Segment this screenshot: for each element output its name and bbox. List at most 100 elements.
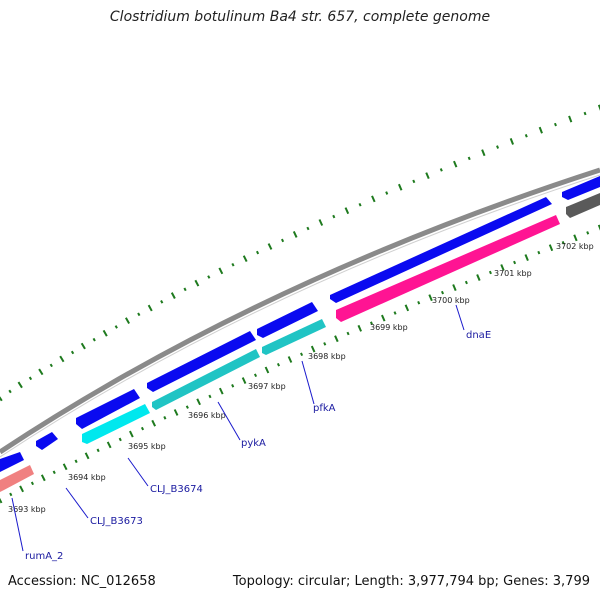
tick-label: 3694 kbp xyxy=(68,473,106,482)
skew-dot xyxy=(30,481,35,486)
tick-label: 3696 kbp xyxy=(188,411,226,420)
skew-dot xyxy=(114,325,118,329)
cds-forward-4 xyxy=(147,331,256,392)
skew-dot xyxy=(241,377,247,384)
skew-dot xyxy=(439,168,443,172)
tick-label: 3700 kbp xyxy=(432,296,470,305)
gene-leader-line xyxy=(455,304,465,331)
skew-dot xyxy=(369,321,374,325)
tick-label: 3701 kbp xyxy=(494,269,532,278)
skew-dot xyxy=(218,267,224,275)
skew-dot xyxy=(255,250,260,255)
gene-label-pfka: pfkA xyxy=(313,403,336,414)
skew-dot xyxy=(147,304,153,312)
skew-dot xyxy=(96,448,100,453)
skew-dot xyxy=(524,254,529,261)
skew-dot xyxy=(102,329,108,337)
skew-dot xyxy=(125,317,130,324)
tick-label: 3699 kbp xyxy=(370,323,408,332)
skew-dot xyxy=(218,387,224,395)
skew-dot xyxy=(185,405,189,409)
skew-dot xyxy=(242,255,248,263)
skew-dot xyxy=(281,238,285,243)
gene-leader-line xyxy=(11,497,24,552)
skew-dot xyxy=(393,311,397,315)
skew-dot xyxy=(59,355,65,363)
skew-dot xyxy=(74,459,78,464)
skew-dot xyxy=(264,366,270,374)
skew-dot xyxy=(586,231,590,235)
skew-dot xyxy=(538,126,543,134)
cds-cyan-3674 xyxy=(82,404,150,444)
skew-dot xyxy=(38,368,44,376)
skew-dot xyxy=(371,195,376,203)
skew-dot xyxy=(537,250,541,255)
skew-dot xyxy=(19,485,24,493)
skew-dot xyxy=(118,437,122,442)
skew-dot xyxy=(488,270,492,275)
skew-dot xyxy=(318,219,324,226)
skew-dot xyxy=(163,416,167,420)
skew-dot xyxy=(253,373,258,378)
skew-dot xyxy=(358,202,362,207)
backbone-inner xyxy=(0,174,600,458)
skew-dot xyxy=(160,299,164,304)
skew-dot xyxy=(276,362,281,367)
skew-dot xyxy=(106,441,112,449)
skew-dot xyxy=(597,104,600,111)
cds-teal-pfkA xyxy=(262,319,326,355)
skew-dot xyxy=(513,260,517,265)
cds-forward-1 xyxy=(0,452,24,472)
skew-dot xyxy=(310,345,316,353)
skew-dot xyxy=(500,264,505,271)
map-title: Clostridium botulinum Ba4 str. 657, comp… xyxy=(109,9,491,25)
skew-dot xyxy=(428,294,433,302)
cds-teal-pykA xyxy=(152,349,260,410)
skew-dot xyxy=(52,470,56,475)
skew-dot xyxy=(404,304,410,312)
topology-text: Topology: circular; Length: 3,977,794 bp… xyxy=(232,574,590,589)
tick-label: 3693 kbp xyxy=(8,505,46,514)
skew-dot xyxy=(194,279,200,287)
skew-dot xyxy=(231,262,235,267)
skew-dot xyxy=(0,396,3,402)
skew-dot xyxy=(573,234,578,242)
skew-dot xyxy=(597,224,600,231)
skew-dot xyxy=(334,335,339,343)
gene-labels: rumA_2 CLJ_B3673 CLJ_B3674 pykA pfkA dnaE xyxy=(11,304,491,562)
skew-dot xyxy=(292,231,298,238)
skew-dot xyxy=(496,145,500,149)
gene-label-clj-b3674: CLJ_B3674 xyxy=(150,484,203,495)
skew-dot xyxy=(509,137,515,145)
skew-dot xyxy=(561,240,565,245)
skew-dot xyxy=(346,331,350,336)
scale-ticks: 3693 kbp 3694 kbp 3695 kbp 3696 kbp 3697 kbp… xyxy=(8,242,594,514)
cds-gray xyxy=(566,193,600,218)
gene-label-ruma-2: rumA_2 xyxy=(25,551,63,562)
cds-pink-dnaE xyxy=(336,215,560,322)
skew-dot xyxy=(8,389,12,394)
skew-dot xyxy=(300,352,304,357)
skew-dot xyxy=(92,337,96,342)
skew-dot xyxy=(140,426,145,431)
skew-dot xyxy=(183,287,187,292)
skew-dot xyxy=(548,244,554,252)
gene-leader-line xyxy=(301,360,315,405)
skew-dot xyxy=(129,430,134,438)
skew-dot xyxy=(467,156,471,161)
skew-dot xyxy=(170,292,176,299)
accession-text: Accession: NC_012658 xyxy=(8,574,156,589)
gene-leader-line xyxy=(127,457,149,487)
skew-dot xyxy=(323,342,327,346)
skew-dot xyxy=(17,381,23,389)
gene-leader-line xyxy=(217,401,241,441)
skew-dots xyxy=(0,104,600,504)
skew-dot xyxy=(332,214,336,219)
gene-label-clj-b3673: CLJ_B3673 xyxy=(90,516,143,527)
skew-dot xyxy=(84,452,90,460)
skew-dot xyxy=(481,149,486,157)
skew-dot xyxy=(357,324,363,332)
backbone-outer xyxy=(0,167,600,455)
cds-forward-3 xyxy=(76,389,140,429)
